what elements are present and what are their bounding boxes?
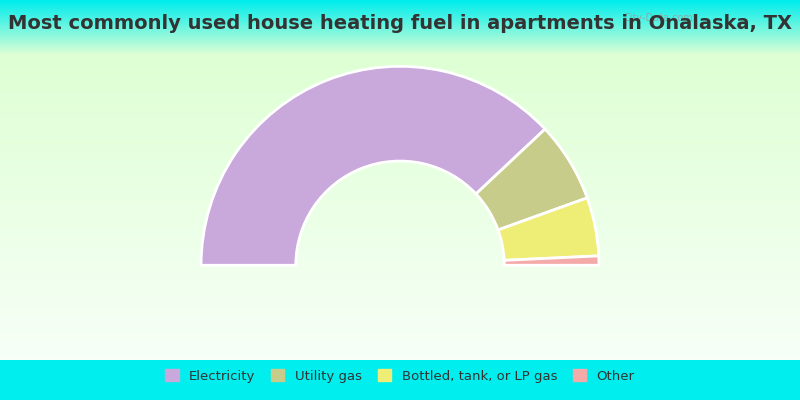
Legend: Electricity, Utility gas, Bottled, tank, or LP gas, Other: Electricity, Utility gas, Bottled, tank,… <box>166 369 634 383</box>
Wedge shape <box>201 66 545 265</box>
Text: City-Data.com: City-Data.com <box>624 13 694 23</box>
Wedge shape <box>504 256 599 265</box>
Wedge shape <box>498 198 598 260</box>
Wedge shape <box>476 129 587 230</box>
Text: Most commonly used house heating fuel in apartments in Onalaska, TX: Most commonly used house heating fuel in… <box>8 14 792 33</box>
